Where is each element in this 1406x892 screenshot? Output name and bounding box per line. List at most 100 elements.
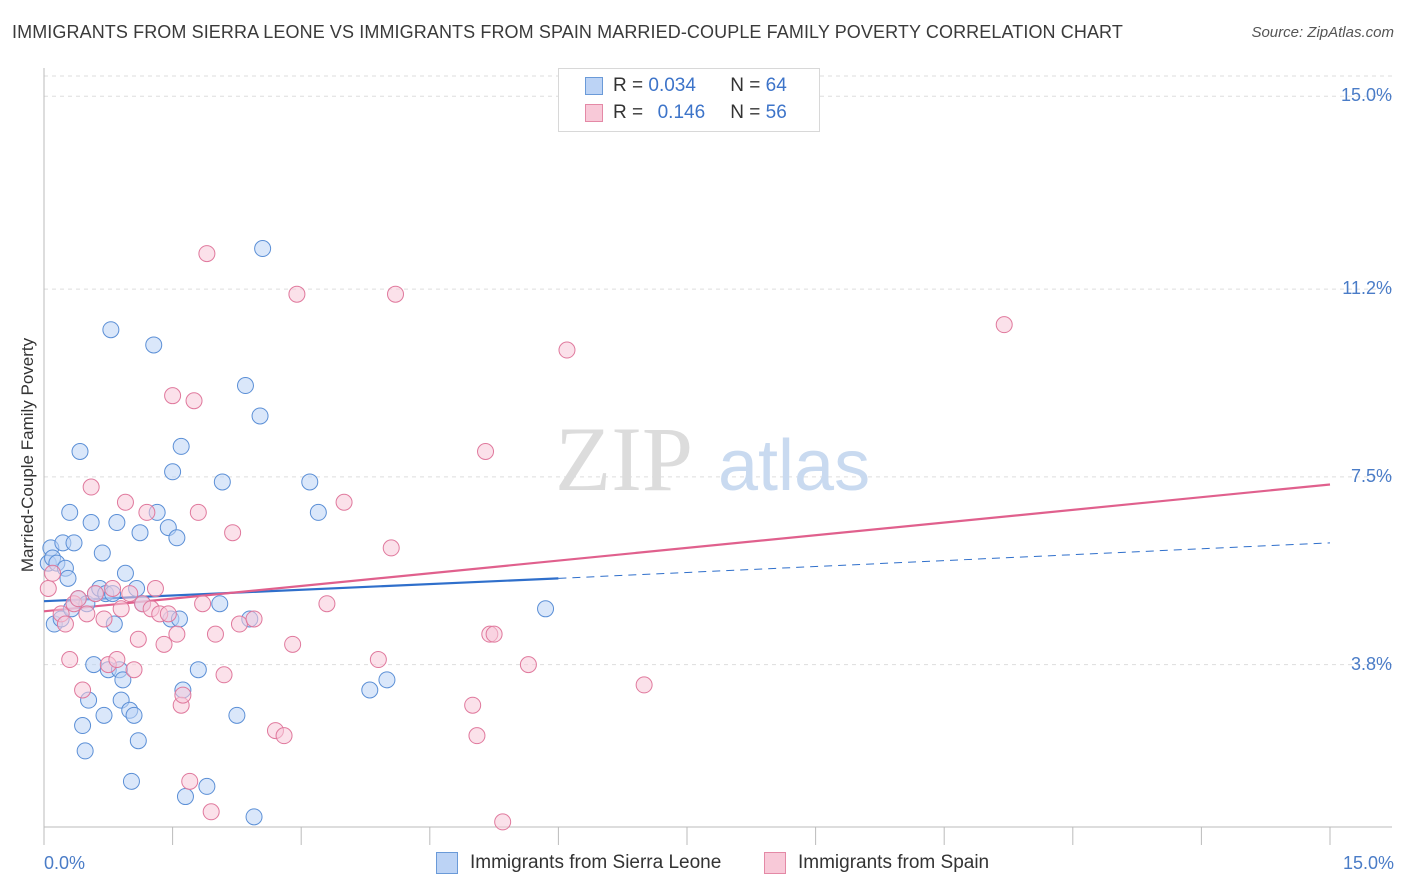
point-sierra-leone (65, 534, 83, 552)
point-spain (215, 666, 233, 684)
axes (43, 68, 1392, 845)
point-spain (382, 539, 400, 557)
point-sierra-leone (85, 656, 103, 674)
point-spain (245, 610, 263, 628)
point-sierra-leone (198, 777, 216, 795)
point-spain (56, 615, 74, 633)
point-spain (108, 651, 126, 669)
point-spain (159, 605, 177, 623)
point-spain (121, 585, 139, 603)
y-axis-label: Married-Couple Family Poverty (18, 337, 37, 573)
point-sierra-leone (172, 437, 190, 455)
point-spain (168, 625, 186, 643)
point-spain (74, 681, 92, 699)
y-tick-label: 11.2% (1342, 278, 1392, 299)
legend-swatch-blue (585, 77, 603, 95)
point-spain (275, 727, 293, 745)
legend-swatch-pink (764, 852, 786, 874)
point-spain (519, 656, 537, 674)
point-spain (387, 285, 405, 303)
point-spain (181, 772, 199, 790)
point-sierra-leone (254, 240, 272, 258)
watermark-atlas: atlas (718, 426, 870, 506)
point-sierra-leone (108, 514, 126, 532)
point-spain (129, 630, 147, 648)
point-sierra-leone (59, 569, 77, 587)
point-sierra-leone (176, 788, 194, 806)
point-spain (485, 625, 503, 643)
point-sierra-leone (131, 524, 149, 542)
point-sierra-leone (309, 503, 327, 521)
watermark-zip: ZIP (555, 408, 693, 510)
chart-title: IMMIGRANTS FROM SIERRA LEONE VS IMMIGRAN… (12, 22, 1123, 42)
point-spain (185, 392, 203, 410)
point-spain (464, 696, 482, 714)
y-tick-label: 15.0% (1340, 85, 1392, 106)
point-sierra-leone (164, 463, 182, 481)
point-sierra-leone (145, 336, 163, 354)
x-tick-max: 15.0% (1342, 853, 1394, 873)
point-spain (112, 600, 130, 618)
point-spain (284, 635, 302, 653)
n-label: N = (730, 102, 761, 123)
n-label: N = (730, 75, 761, 96)
point-spain (224, 524, 242, 542)
data-points (39, 240, 1013, 831)
point-spain (138, 503, 156, 521)
n-value: 56 (765, 102, 787, 123)
point-sierra-leone (236, 377, 254, 395)
point-spain (635, 676, 653, 694)
point-spain (494, 813, 512, 831)
point-spain (39, 580, 57, 598)
point-spain (194, 595, 212, 613)
point-spain (198, 245, 216, 263)
point-sierra-leone (251, 407, 269, 425)
point-spain (86, 585, 104, 603)
point-spain (206, 625, 224, 643)
point-sierra-leone (245, 808, 263, 826)
source-label: Source: ZipAtlas.com (1251, 24, 1394, 41)
x-tick-min: 0.0% (44, 853, 86, 873)
point-sierra-leone (82, 514, 100, 532)
point-sierra-leone (71, 443, 89, 460)
point-spain (146, 580, 164, 598)
point-spain (125, 661, 143, 679)
point-spain (335, 493, 353, 511)
point-sierra-leone (378, 671, 396, 689)
point-sierra-leone (122, 772, 140, 790)
point-spain (104, 580, 122, 598)
r-value: 0.146 (657, 102, 706, 123)
legend-label: Immigrants from Spain (798, 852, 990, 873)
r-label: R = (613, 75, 644, 96)
point-spain (69, 590, 87, 608)
point-sierra-leone (189, 661, 207, 679)
point-spain (78, 605, 96, 623)
grid-lines (44, 75, 1392, 666)
trend-line-spain (43, 483, 1331, 613)
point-spain (369, 651, 387, 669)
point-spain (61, 651, 79, 669)
y-tick-label: 3.8% (1350, 653, 1392, 674)
point-spain (230, 615, 248, 633)
point-sierra-leone (114, 671, 132, 689)
point-sierra-leone (537, 600, 555, 618)
point-spain (82, 478, 100, 496)
point-spain (95, 610, 113, 628)
point-sierra-leone (74, 717, 92, 735)
trend-line-sierra-leone-extension (558, 542, 1331, 579)
point-spain (318, 595, 336, 613)
legend-row-spain: R = 0.146 N = 56 (585, 100, 787, 126)
point-sierra-leone (93, 544, 111, 562)
legend-row-sierra-leone: R = 0.034 N = 64 (585, 73, 787, 99)
y-tick-label: 7.5% (1350, 465, 1392, 486)
point-spain (288, 285, 306, 303)
point-spain (995, 316, 1013, 334)
correlation-legend: R = 0.034 N = 64 R = 0.146 N = 56 (558, 68, 820, 132)
point-spain (155, 635, 173, 653)
trend-line-sierra-leone (43, 577, 559, 603)
legend-item-spain: Immigrants from Spain (764, 852, 989, 874)
point-sierra-leone (301, 473, 319, 491)
point-sierra-leone (211, 595, 229, 613)
legend-label: Immigrants from Sierra Leone (470, 852, 722, 873)
